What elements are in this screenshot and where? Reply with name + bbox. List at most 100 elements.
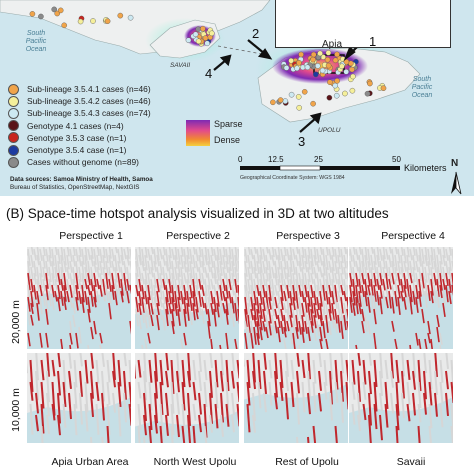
- hotspot-bin: [62, 403, 67, 428]
- hotspot-bin: [451, 260, 453, 272]
- hotspot-bin: [307, 278, 311, 294]
- hotspot-bin: [256, 284, 260, 297]
- hotspot-bin: [262, 260, 266, 274]
- hotspot-bin: [159, 296, 163, 308]
- hotspot-bin: [316, 248, 320, 263]
- hotspot-bin: [203, 425, 208, 443]
- hotspot-bin: [274, 260, 278, 279]
- hotspot-bin: [216, 266, 220, 281]
- hotspot-bin: [409, 248, 413, 261]
- hotspot-bin: [174, 247, 178, 260]
- hotspot-bin: [337, 314, 341, 333]
- hotspot-bin: [201, 284, 205, 297]
- hotspot-bin: [87, 272, 91, 286]
- hotspot-bin: [154, 353, 158, 382]
- hotspot-bin: [225, 381, 230, 416]
- hotspot-bin: [105, 272, 109, 289]
- hotspot-bin: [316, 272, 320, 290]
- legend-item: Genotype 3.5.4 case (n=1): [8, 144, 208, 156]
- hotspot-bin: [234, 254, 238, 272]
- hotspot-bin: [183, 272, 187, 284]
- hotspot-bin: [102, 254, 106, 270]
- hotspot-bin: [128, 403, 131, 426]
- hotspot-bin: [331, 302, 335, 320]
- hotspot-bin: [395, 403, 400, 431]
- hotspot-bin: [279, 359, 284, 388]
- hotspot-bin: [187, 392, 191, 426]
- hotspot-bin: [57, 260, 61, 279]
- hotspot-bin: [57, 296, 61, 312]
- case-point: [349, 87, 356, 94]
- hotspot-bin: [62, 359, 67, 392]
- hotspot-bin: [210, 302, 214, 315]
- hotspot-bin: [73, 359, 78, 388]
- hotspot-bin: [39, 284, 43, 297]
- hotspot-bin: [274, 353, 278, 380]
- hotspot-bin: [436, 266, 440, 284]
- hotspot-bin: [373, 381, 378, 412]
- hotspot-bin: [102, 278, 106, 296]
- hotspot-bin: [319, 254, 323, 266]
- hotspot-bin: [68, 353, 72, 369]
- hotspot-bin: [259, 266, 263, 285]
- hotspot-bin: [72, 290, 76, 302]
- hotspot-bin: [285, 392, 289, 420]
- hotspot-bin: [171, 320, 175, 335]
- hotspot-bin: [96, 254, 100, 271]
- hotspot-bin: [95, 359, 100, 384]
- hotspot-bin: [195, 260, 199, 272]
- hotspot-bin: [73, 403, 78, 436]
- hotspot-bin: [334, 425, 338, 443]
- hotspot-tile: [26, 352, 132, 444]
- hotspot-bin: [198, 290, 202, 307]
- hotspot-bin: [250, 260, 254, 274]
- hotspot-bin: [180, 266, 184, 285]
- hotspot-bin: [379, 370, 383, 397]
- hotspot-bin: [252, 370, 256, 390]
- hotspot-bin: [367, 260, 371, 274]
- hotspot-bin: [304, 320, 308, 334]
- hotspot-bin: [165, 308, 169, 327]
- hotspot-bin: [256, 248, 260, 264]
- hotspot-bin: [159, 248, 163, 260]
- hotspot-bin: [295, 302, 299, 321]
- hotspot-bin: [165, 353, 169, 371]
- hotspot-bin: [33, 248, 37, 261]
- hotspot-bin: [180, 290, 184, 305]
- case-point: [301, 89, 308, 95]
- hotspot-bin: [415, 248, 419, 262]
- hotspot-bin: [271, 326, 275, 339]
- hotspot-bin: [362, 403, 367, 421]
- hotspot-bin: [286, 308, 290, 322]
- hotspot-bin: [358, 266, 362, 284]
- hotspot-bin: [171, 248, 175, 260]
- hotspot-bin: [283, 247, 287, 257]
- hotspot-bin: [90, 436, 93, 443]
- hotspot-bin: [379, 284, 383, 299]
- case-point: [200, 25, 206, 32]
- hotspot-bin: [307, 314, 311, 331]
- hotspot-bin: [219, 272, 223, 290]
- hotspot-bin: [39, 296, 43, 315]
- hotspot-bin: [307, 392, 311, 415]
- hotspot-bin: [72, 302, 76, 314]
- hotspot-bin: [68, 370, 72, 390]
- hotspot-bin: [415, 296, 419, 313]
- hotspot-bin: [364, 247, 368, 261]
- hotspot-bin: [352, 254, 356, 267]
- hotspot-bin: [45, 308, 49, 325]
- map-panel: South Pacific Ocean South Pacific Ocean …: [0, 0, 474, 196]
- hotspot-bin: [439, 248, 443, 265]
- hotspot-bin: [33, 260, 37, 277]
- perspective-2-label: Perspective 2: [166, 230, 230, 242]
- hotspot-bin: [35, 353, 39, 381]
- hotspot-bin: [253, 314, 257, 327]
- hotspot-bin: [168, 302, 172, 314]
- hotspot-bin: [373, 284, 377, 302]
- hotspot-bin: [397, 260, 401, 275]
- case-point: [343, 69, 350, 75]
- hotspot-bin: [445, 272, 449, 287]
- hotspot-bin: [153, 308, 157, 320]
- hotspot-bin: [246, 403, 251, 433]
- case-point: [334, 78, 340, 84]
